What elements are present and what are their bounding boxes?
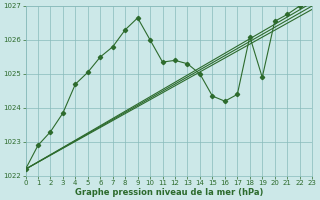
X-axis label: Graphe pression niveau de la mer (hPa): Graphe pression niveau de la mer (hPa)	[75, 188, 263, 197]
